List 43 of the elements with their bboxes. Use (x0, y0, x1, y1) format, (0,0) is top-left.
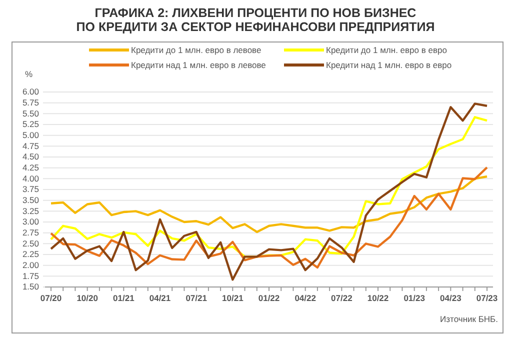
legend-label: Кредити над 1 млн. евро в левове (131, 60, 266, 70)
line-series (50, 102, 488, 281)
x-tick-label: 04/23 (440, 293, 462, 304)
y-tick-label: 2.75 (22, 228, 40, 238)
y-tick-label: 3.75 (22, 184, 40, 194)
x-tick-label: 07/22 (331, 293, 353, 304)
legend-label: Кредити до 1 млн. евро в евро (326, 45, 448, 55)
y-tick-label: 6.00 (22, 86, 40, 97)
x-tick-label: 01/23 (404, 293, 426, 304)
y-tick-label: 3.25 (22, 206, 40, 216)
x-tick-label: 04/21 (149, 293, 171, 304)
y-tick-label: 4.25 (22, 162, 40, 173)
y-tick-label: 4.75 (22, 140, 40, 151)
line-series (50, 175, 488, 234)
y-tick-label: 2.25 (22, 249, 40, 260)
line-series (50, 116, 488, 258)
y-tick-label: 2.50 (22, 238, 40, 248)
legend-label: Кредити над 1 млн. евро в евро (326, 60, 452, 70)
y-axis-title: % (25, 69, 33, 79)
x-tick-label: 04/22 (294, 293, 316, 304)
legend-label: Кредити до 1 млн. евро в левове (131, 45, 262, 55)
y-tick-label: 3.00 (22, 216, 40, 227)
chart-title: ГРАФИКА 2: ЛИХВЕНИ ПРОЦЕНТИ ПО НОВ БИЗНЕС ПО КРЕДИТИ ЗА СЕКТОР НЕФИНАНСОВИ ПРЕДПРИЯТИЯ (76, 6, 435, 34)
y-tick-label: 1.50 (22, 282, 40, 292)
y-tick-label: 5.50 (22, 108, 40, 118)
x-tick-label: 10/20 (76, 293, 98, 304)
y-tick-label: 5.00 (22, 130, 40, 140)
x-tick-label: 10/22 (367, 293, 389, 304)
y-tick-label: 5.75 (22, 98, 40, 108)
line-series (50, 166, 488, 269)
x-tick-label: 07/21 (186, 293, 208, 304)
x-tick-label: 01/22 (258, 293, 280, 304)
x-tick-label: 10/21 (222, 293, 244, 304)
x-tick-label: 01/21 (113, 293, 135, 304)
y-tick-label: 1.75 (22, 270, 40, 281)
y-tick-label: 2.00 (22, 260, 40, 270)
x-tick-label: 07/20 (40, 293, 62, 304)
y-tick-label: 5.25 (22, 119, 40, 130)
y-tick-label: 4.50 (22, 152, 40, 162)
y-tick-label: 4.00 (22, 173, 40, 184)
y-tick-label: 3.50 (22, 195, 40, 206)
text: Източник БНБ. (440, 314, 498, 324)
x-tick-label: 07/23 (476, 293, 498, 304)
